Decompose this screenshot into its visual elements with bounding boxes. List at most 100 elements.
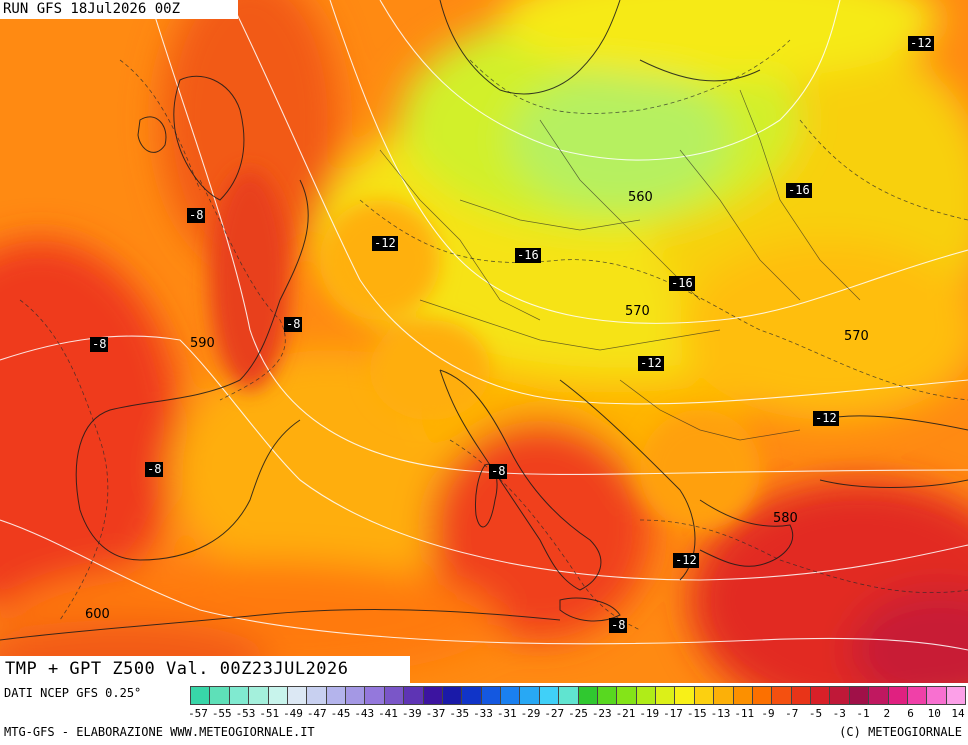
color-scale-tick: -17 [663,707,683,720]
color-scale-cell [268,687,288,704]
color-scale-tick: -47 [306,707,327,720]
color-scale-cell [384,687,405,704]
temperature-label: -16 [786,183,812,198]
color-scale-cell [404,687,424,704]
color-scale-tick: -45 [330,707,351,720]
color-scale-tick: -39 [401,707,422,720]
color-scale-cell [210,687,230,704]
run-title: RUN GFS 18Jul2026 00Z [0,0,238,19]
color-scale-tick: -13 [710,707,731,720]
color-scale-tick: -19 [639,707,660,720]
color-scale-cell [559,687,579,704]
height-label: 570 [844,329,869,344]
color-scale-cell [578,687,598,704]
footer: DATI NCEP GFS 0.25° -57 -55 -53 -51 -49 -47 -4… [0,683,968,745]
color-scale-cell [481,687,501,704]
temperature-label: -16 [515,248,541,263]
credit-right: (C) METEOGIORNALE [839,725,962,739]
height-label: 590 [190,336,215,351]
color-scale-cell [617,687,637,704]
data-source: DATI NCEP GFS 0.25° [4,686,142,700]
color-scale-cell [346,687,366,704]
temperature-label: -12 [372,236,398,251]
color-scale-cell [907,687,928,704]
color-scale-cell [423,687,443,704]
color-scale-cell [229,687,250,704]
color-scale-tick: -41 [378,707,398,720]
temperature-label: -16 [669,276,695,291]
color-scale-tick: -55 [211,707,232,720]
color-scale-cell [946,687,965,704]
color-scale-cell [675,687,695,704]
color-scale-tick: -35 [449,707,470,720]
color-scale-cell [714,687,734,704]
color-scale-cell [656,687,676,704]
color-scale-tick: -27 [544,707,565,720]
temperature-label: -8 [90,337,109,352]
color-scale-cell [365,687,385,704]
color-scale-cell [752,687,773,704]
color-scale-bar [190,686,966,705]
color-scale-tick: -15 [686,707,707,720]
color-scale-tick: -49 [283,707,303,720]
color-scale-cell [520,687,540,704]
color-scale-cell [307,687,327,704]
temperature-label: -12 [813,411,839,426]
color-scale-cell [733,687,753,704]
color-scale-tick: -31 [496,707,517,720]
color-scale-tick: -57 [188,707,208,720]
color-scale-tick: -11 [734,707,755,720]
weather-map: RUN GFS 18Jul2026 00Z TMP + GPT Z500 Val… [0,0,968,683]
color-scale-tick: -1 [856,707,870,720]
height-label: 570 [625,304,650,319]
color-scale-cell [326,687,346,704]
temperature-label: -12 [908,36,934,51]
color-scale-cell [539,687,560,704]
color-scale-tick: -43 [354,707,375,720]
color-scale-cell [597,687,618,704]
color-scale-cell [191,687,211,704]
temperature-label: -12 [673,553,699,568]
temperature-label: -8 [609,618,628,633]
height-label: 560 [628,190,653,205]
color-scale-tick: 14 [951,707,965,720]
temperature-label: -8 [187,208,206,223]
color-scale-tick: 10 [927,707,941,720]
color-scale-tick: -5 [808,707,823,720]
temperature-label: -8 [489,464,508,479]
color-scale-tick: -25 [568,707,588,720]
color-scale-tick: -3 [832,707,846,720]
color-scale-cell [636,687,656,704]
height-label: 580 [773,511,798,526]
credit-left: MTG-GFS - ELABORAZIONE WWW.METEOGIORNALE… [4,725,315,739]
color-scale-cell [501,687,521,704]
height-label: 600 [85,607,110,622]
product-title: TMP + GPT Z500 Val. 00Z23JUL2026 [0,656,410,683]
color-scale-cell [849,687,870,704]
color-scale-tick: 2 [883,707,891,720]
color-scale-tick: -21 [615,707,636,720]
color-scale-tick: -9 [761,707,775,720]
color-scale-tick: -33 [473,707,493,720]
color-scale-cell [442,687,463,704]
color-scale-cell [694,687,715,704]
color-scale-cell [287,687,308,704]
color-scale-tick: -51 [259,707,280,720]
temperature-label: -8 [145,462,164,477]
temperature-label: -8 [284,317,303,332]
color-scale-ticks: -57 -55 -53 -51 -49 -47 -45 -43 -41 -39 -37 -35 -33-… [188,707,966,721]
color-scale-cell [830,687,850,704]
temperature-label: -12 [638,356,664,371]
color-scale-cell [791,687,811,704]
color-scale-tick: 6 [907,707,914,720]
color-scale-tick: -53 [235,707,256,720]
color-scale-cell [888,687,908,704]
color-scale-cell [811,687,831,704]
color-scale-tick: -23 [591,707,612,720]
color-scale-tick: -37 [425,707,446,720]
color-scale-cell [772,687,792,704]
color-scale-tick: -29 [520,707,541,720]
color-scale-tick: -7 [785,707,799,720]
temperature-field [0,0,968,683]
color-scale-cell [462,687,482,704]
